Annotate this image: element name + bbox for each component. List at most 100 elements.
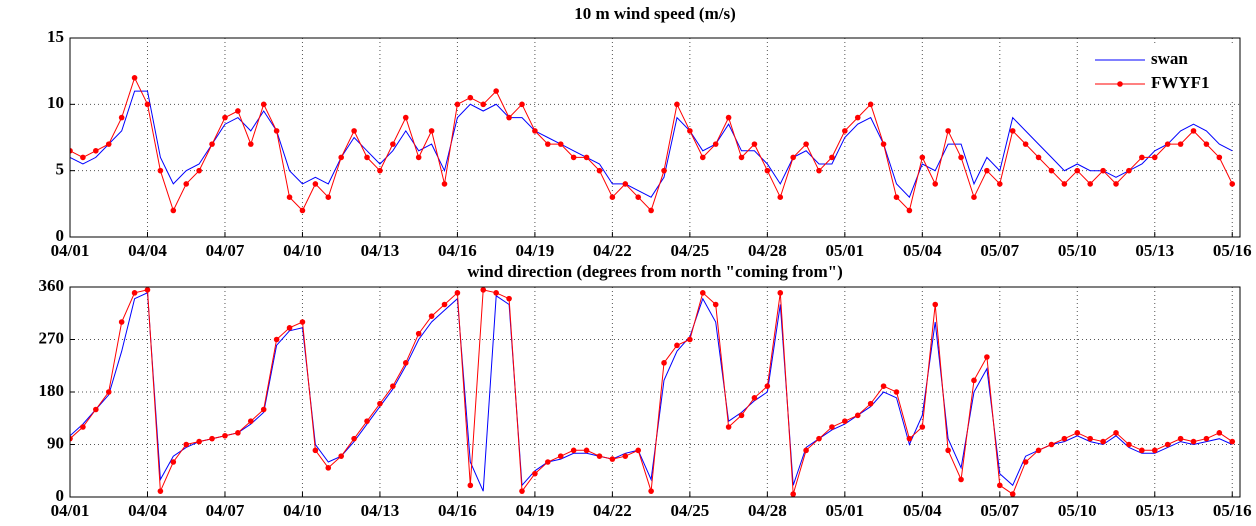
series-marker [467, 482, 474, 489]
series-marker [893, 194, 900, 200]
series-marker [764, 383, 771, 389]
series-marker [157, 488, 164, 494]
plot-background [70, 38, 1240, 237]
x-tick-label: 05/13 [1135, 501, 1174, 520]
series-marker [583, 154, 590, 161]
series-marker [803, 141, 809, 147]
x-tick-label: 04/01 [51, 241, 90, 260]
series-marker [545, 459, 551, 465]
series-marker [338, 154, 344, 161]
y-tick-label: 270 [39, 328, 65, 347]
series-marker [480, 101, 487, 108]
series-marker [1229, 438, 1236, 445]
series-marker [493, 290, 499, 296]
series-marker [1009, 491, 1016, 497]
series-marker [441, 181, 448, 187]
series-marker [183, 441, 190, 448]
series-marker [209, 435, 215, 442]
legend-label: FWYF1 [1151, 73, 1210, 92]
series-marker [1022, 459, 1029, 465]
chart-title: wind direction (degrees from north "comi… [467, 262, 843, 281]
series-marker [183, 181, 190, 187]
series-marker [506, 295, 512, 302]
series-marker [557, 141, 564, 147]
subplot: wind direction (degrees from north "comi… [39, 262, 1252, 520]
series-marker [699, 154, 706, 161]
series-marker [325, 194, 332, 200]
series-marker [1164, 141, 1171, 147]
data-layer [70, 75, 1236, 214]
series-marker [1177, 141, 1184, 147]
x-tick-label: 04/04 [128, 501, 167, 520]
series-marker [971, 194, 977, 200]
series-marker [816, 435, 822, 442]
series-marker [118, 319, 125, 325]
series-marker [1151, 447, 1158, 454]
series-marker [235, 108, 241, 114]
series-marker [829, 154, 835, 161]
series-marker [157, 167, 164, 174]
series-marker [428, 128, 435, 134]
series-marker [622, 453, 629, 459]
x-tick-label: 04/07 [206, 241, 245, 260]
x-tick-label: 04/16 [438, 241, 477, 260]
series-marker [222, 432, 228, 439]
series-marker [235, 430, 241, 436]
subplot: 10 m wind speed (m/s) 0 5 10 15 04/01 04/04 04/… [47, 4, 1252, 260]
series-marker [635, 447, 642, 454]
series-marker [1087, 435, 1093, 442]
series-marker [609, 194, 616, 200]
series-marker [247, 141, 254, 147]
series-marker [777, 290, 784, 296]
series-marker [557, 453, 564, 459]
series-marker [415, 154, 422, 161]
series-marker [260, 406, 267, 413]
series-marker [364, 154, 370, 161]
series-marker [570, 447, 577, 454]
y-tick-label: 0 [56, 226, 65, 245]
series-marker [312, 447, 319, 454]
series-marker [247, 418, 254, 424]
legend-label: swan [1151, 49, 1188, 68]
series-marker [312, 181, 319, 187]
series-marker [390, 141, 396, 147]
series-marker [1126, 167, 1132, 174]
y-tick-label: 15 [47, 27, 64, 46]
series-marker [751, 395, 758, 401]
series-marker [532, 470, 538, 477]
series-marker [1087, 181, 1093, 187]
y-tick-label: 0 [56, 486, 65, 505]
series-marker [441, 301, 448, 308]
series-marker [596, 453, 603, 459]
series-marker [738, 154, 745, 161]
x-tick-label: 04/19 [516, 501, 555, 520]
series-marker [790, 491, 796, 497]
series-marker [919, 424, 926, 430]
x-tick-label: 05/16 [1213, 501, 1252, 520]
series-marker [170, 459, 177, 465]
x-tick-label: 04/10 [283, 241, 322, 260]
series-marker [286, 325, 293, 331]
series-marker [1009, 128, 1016, 134]
series-marker [906, 435, 913, 442]
series-marker [622, 181, 629, 187]
series-marker [687, 336, 693, 343]
series-marker [1113, 430, 1119, 436]
series-marker [1100, 167, 1106, 174]
x-tick-label: 05/10 [1058, 241, 1097, 260]
series-marker [273, 336, 280, 343]
series-marker [609, 456, 616, 462]
series-marker [260, 101, 267, 108]
series-marker [364, 418, 370, 424]
series-marker [854, 412, 861, 419]
series-marker [829, 424, 835, 430]
series-marker [661, 360, 667, 366]
series-marker [70, 435, 73, 442]
series-marker [699, 290, 706, 296]
series-marker [867, 400, 874, 407]
x-tick-label: 04/22 [593, 501, 632, 520]
series-marker [984, 167, 990, 174]
x-tick-label: 04/25 [671, 501, 710, 520]
series-marker [648, 488, 654, 494]
plot-frame [69, 286, 1241, 498]
